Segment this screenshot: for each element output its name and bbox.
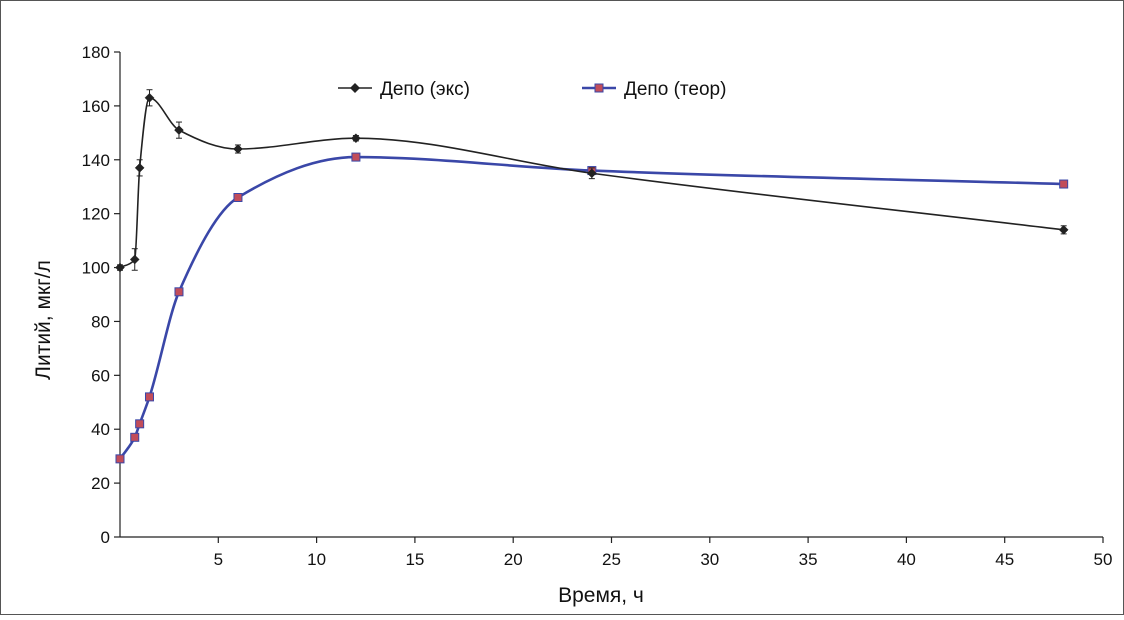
series-theoretical (115, 152, 1069, 464)
data-point (115, 454, 125, 464)
legend-label: Депо (экс) (380, 79, 470, 100)
data-point (135, 419, 145, 429)
y-tick-label: 120 (82, 205, 110, 224)
data-point (129, 254, 140, 265)
data-point (351, 152, 361, 162)
x-tick-label: 10 (307, 550, 326, 569)
data-point (586, 168, 597, 179)
series-experimental (115, 89, 1069, 273)
x-tick-label: 35 (799, 550, 818, 569)
x-tick-label: 5 (214, 550, 223, 569)
y-tick-label: 40 (91, 420, 110, 439)
x-tick-label: 50 (1094, 550, 1113, 569)
data-point (130, 432, 140, 442)
data-point (233, 144, 243, 154)
y-tick-label: 100 (82, 259, 110, 278)
y-tick-label: 60 (91, 366, 110, 385)
data-point (351, 133, 361, 144)
data-point (233, 193, 243, 202)
legend-marker (350, 83, 360, 93)
x-tick-label: 20 (504, 550, 523, 569)
series-line (118, 155, 1064, 460)
x-axis-title: Время, ч (558, 584, 644, 607)
data-point (144, 92, 155, 103)
data-point (115, 262, 125, 273)
y-tick-label: 160 (82, 97, 110, 116)
data-point (144, 392, 154, 402)
series-line (119, 97, 1064, 269)
y-tick-label: 80 (91, 312, 110, 331)
axes: 0 20 40 60 80 100 120 140 160 180 5 10 15 20 25 30 35 40 4… (82, 43, 1113, 569)
x-tick-label: 15 (405, 550, 424, 569)
x-tick-label: 25 (602, 550, 621, 569)
series-layer (115, 89, 1069, 464)
data-point (174, 125, 184, 135)
x-tick-label: 45 (995, 550, 1014, 569)
x-tick-label: 30 (700, 550, 719, 569)
data-point (174, 287, 184, 297)
y-tick-label: 20 (91, 474, 110, 493)
x-tick-label: 40 (897, 550, 916, 569)
data-point (134, 163, 145, 173)
y-axis-title: Литий, мкг/л (32, 260, 55, 380)
y-tick-label: 140 (82, 151, 110, 170)
legend-marker (594, 83, 604, 93)
legend: Депо (экс) Депо (теор) (338, 79, 726, 100)
legend-label: Депо (теор) (624, 79, 726, 100)
legend-item-theoretical: Депо (теор) (582, 79, 726, 100)
data-point (1058, 224, 1069, 235)
y-tick-label: 0 (101, 528, 110, 547)
data-point (1059, 179, 1069, 189)
y-tick-label: 180 (82, 43, 110, 62)
legend-item-experimental: Депо (экс) (338, 79, 470, 100)
